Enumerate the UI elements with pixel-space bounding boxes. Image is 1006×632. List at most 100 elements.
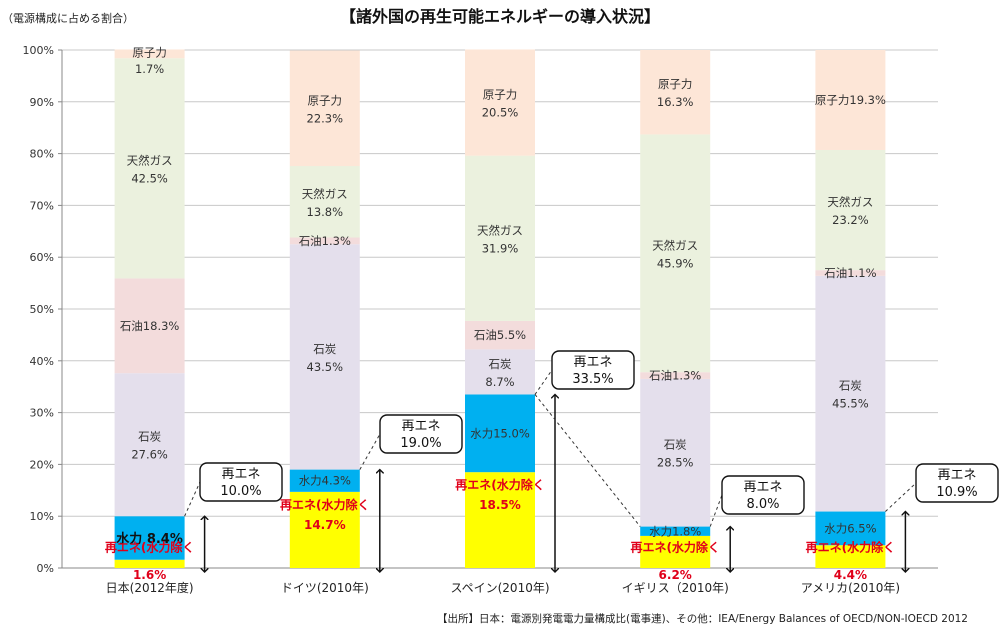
callout-connector	[184, 481, 201, 517]
y-tick-label: 70%	[30, 199, 54, 212]
renewable-callout-value: 10.9%	[936, 485, 977, 500]
renewable-label: 再エネ(水力除く	[280, 497, 370, 512]
renewable-callout-box	[551, 350, 635, 390]
renewable-callout-value: 33.5%	[572, 372, 613, 387]
bar-segment	[114, 516, 185, 560]
bar-segment	[114, 58, 185, 279]
gas-value: 45.9%	[657, 256, 694, 270]
y-tick-label: 30%	[30, 407, 54, 420]
oil-label: 石油5.5%	[474, 328, 526, 342]
renewable-callout-box	[379, 414, 463, 454]
gas-value: 31.9%	[482, 241, 519, 255]
oil-label: 石油1.3%	[299, 234, 351, 248]
bar-segment	[289, 469, 360, 492]
renewable-callout-box	[199, 462, 283, 502]
hydro-label: 水力 8.4%	[116, 531, 183, 547]
bar-segment	[815, 275, 886, 512]
gas-label: 天然ガス	[477, 223, 523, 237]
callout-connector	[885, 482, 917, 512]
renewable-callout-value: 10.0%	[220, 484, 261, 499]
hydro-label: 水力15.0%	[470, 426, 530, 440]
bar-segment	[289, 50, 360, 167]
gas-label: 天然ガス	[652, 238, 698, 252]
renewable-value: 6.2%	[659, 568, 692, 582]
gas-label: 天然ガス	[127, 153, 173, 167]
renewable-value: 4.4%	[834, 568, 867, 582]
renewable-value: 18.5%	[479, 498, 521, 512]
bar-segment	[640, 372, 711, 379]
nuclear-label: 原子力	[483, 88, 518, 102]
renewable-callout-value: 19.0%	[400, 436, 441, 451]
x-tick-label: ドイツ(2010年)	[281, 581, 369, 595]
nuclear-value: 16.3%	[657, 95, 694, 109]
bar-segment	[465, 394, 535, 473]
coal-value: 28.5%	[657, 456, 694, 470]
source-note: 【出所】日本：電源別発電電力量構成比(電事連)、その他：IEA/Energy B…	[437, 612, 968, 625]
y-tick-label: 60%	[30, 251, 54, 264]
bar-segment	[815, 50, 886, 150]
gas-value: 23.2%	[832, 213, 869, 227]
coal-label: 石炭	[839, 379, 862, 393]
hydro-label: 水力6.5%	[824, 521, 876, 535]
callout-connector	[534, 369, 553, 395]
renewable-callout-label: 再エネ	[401, 419, 440, 434]
subtitle-note: （電源構成に占める割合）	[2, 11, 134, 25]
renewable-callout-value: 8.0%	[746, 497, 779, 512]
nuclear-label: 原子力	[658, 77, 693, 91]
bar-segment	[640, 50, 711, 135]
chart-title: 【諸外国の再生可能エネルギーの導入状況】	[340, 7, 660, 26]
bar-segment	[289, 244, 360, 470]
y-tick-label: 10%	[30, 510, 54, 523]
bar-segment	[114, 278, 185, 374]
coal-label: 石炭	[313, 342, 336, 356]
oil-label: 石油1.1%	[824, 266, 876, 280]
x-tick-label: アメリカ(2010年)	[801, 581, 900, 595]
bar-segment	[114, 559, 185, 568]
gas-label: 天然ガス	[302, 187, 348, 201]
x-axis-labels: 日本(2012年度) ドイツ(2010年) スペイン(2010年) イギリス（2010…	[106, 580, 900, 595]
bar-segment	[465, 472, 535, 568]
x-tick-label: スペイン(2010年)	[450, 581, 549, 595]
x-tick-label: イギリス（2010年)	[622, 581, 729, 595]
callout-connector	[534, 394, 641, 527]
coal-value: 45.5%	[832, 397, 869, 411]
coal-value: 27.6%	[131, 448, 168, 462]
coal-value: 43.5%	[307, 360, 344, 374]
gas-value: 13.8%	[307, 205, 344, 219]
bar-segment	[289, 237, 360, 245]
hydro-label: 水力4.3%	[299, 474, 351, 488]
bar-segment	[465, 349, 535, 395]
bar-segment	[815, 511, 886, 546]
coal-value: 8.7%	[485, 375, 514, 389]
bar-segment	[289, 491, 360, 568]
y-tick-label: 20%	[30, 458, 54, 471]
y-tick-label: 90%	[30, 96, 54, 109]
nuclear-label: 原子力	[132, 46, 167, 60]
bar-segment	[465, 155, 535, 321]
bar-segment	[114, 373, 185, 517]
renewable-callout-label: 再エネ	[221, 467, 260, 482]
coal-label: 石炭	[138, 430, 161, 444]
renewable-callout-label: 再エネ	[743, 480, 782, 495]
y-tick-label: 50%	[30, 303, 54, 316]
callout-connector	[709, 494, 723, 527]
renewable-label: 再エネ(水力除く	[105, 539, 195, 554]
bar-segment	[815, 545, 886, 568]
renewable-callouts: 再エネ 10.0% 再エネ 19.0% 再エネ 33.5% 再エネ 8.0% 再エネ 10.9%	[184, 350, 999, 572]
nuclear-label: 原子力	[308, 93, 343, 107]
renewable-callout-label: 再エネ	[573, 355, 612, 370]
coal-label: 石炭	[489, 357, 512, 371]
renewable-callout-box	[721, 475, 805, 515]
renewable-label: 再エネ(水力除く	[630, 539, 720, 554]
callout-connector	[359, 433, 381, 470]
renewable-label: 再エネ(水力除く	[455, 477, 545, 492]
coal-label: 石炭	[664, 438, 687, 452]
bar-segment	[640, 378, 711, 527]
bar-segment	[640, 134, 711, 373]
x-tick-label: 日本(2012年度)	[106, 580, 194, 595]
oil-label: 石油18.3%	[120, 319, 180, 333]
gas-value: 42.5%	[131, 171, 168, 185]
y-tick-label: 0%	[37, 562, 54, 575]
